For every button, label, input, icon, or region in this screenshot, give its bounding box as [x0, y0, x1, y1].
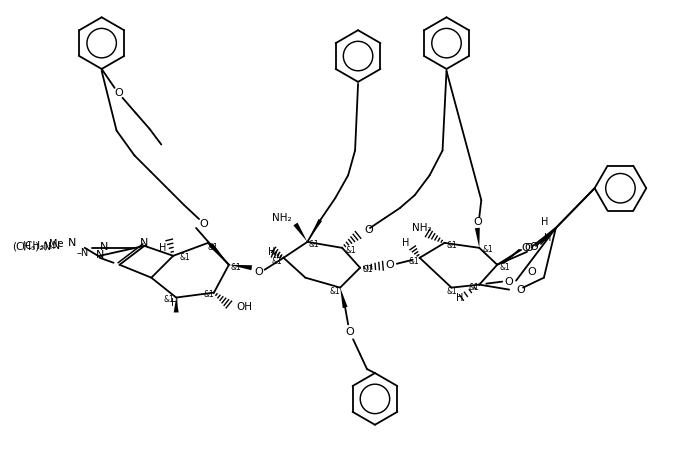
Text: H: H: [171, 298, 178, 308]
Text: H: H: [403, 238, 410, 248]
Text: &1: &1: [309, 240, 319, 249]
Text: &1: &1: [231, 263, 241, 272]
Polygon shape: [294, 223, 307, 242]
Text: NH₂: NH₂: [272, 213, 292, 223]
Text: O: O: [528, 267, 536, 277]
Text: O: O: [516, 285, 525, 295]
Text: &1: &1: [272, 257, 283, 266]
Text: N: N: [99, 242, 108, 252]
Text: O: O: [364, 225, 372, 235]
Text: &1: &1: [362, 265, 372, 274]
Polygon shape: [174, 298, 178, 313]
Text: O: O: [200, 219, 209, 229]
Text: O: O: [521, 243, 530, 253]
Text: O: O: [473, 217, 482, 227]
Text: H: H: [456, 293, 463, 303]
Text: O: O: [525, 243, 534, 253]
Text: &1: &1: [163, 295, 174, 304]
Text: H: H: [545, 233, 552, 243]
Polygon shape: [229, 265, 252, 270]
Polygon shape: [340, 288, 348, 308]
Text: O: O: [346, 327, 355, 337]
Text: (CH₃)₂N–: (CH₃)₂N–: [12, 242, 57, 252]
Text: O: O: [255, 267, 263, 277]
Text: &1: &1: [469, 283, 480, 292]
Text: &1: &1: [482, 245, 493, 254]
Polygon shape: [475, 228, 480, 248]
Text: &1: &1: [203, 290, 214, 299]
Text: Me: Me: [49, 239, 64, 249]
Polygon shape: [209, 243, 229, 265]
Text: &1: &1: [208, 243, 219, 252]
Text: &1: &1: [499, 263, 510, 272]
Text: N: N: [68, 238, 76, 248]
Text: &1: &1: [447, 242, 458, 251]
Text: &1: &1: [179, 253, 190, 262]
Text: N: N: [95, 250, 104, 260]
Polygon shape: [307, 219, 322, 242]
Text: –N: –N: [77, 248, 89, 258]
Text: O: O: [530, 242, 539, 252]
Text: &1: &1: [345, 247, 356, 255]
Text: O: O: [114, 88, 123, 98]
Text: NH₂: NH₂: [412, 223, 431, 233]
Text: (CH₃)₂N: (CH₃)₂N: [21, 241, 60, 251]
Text: &1: &1: [329, 287, 340, 296]
Text: H: H: [541, 217, 549, 227]
Text: H: H: [268, 247, 276, 257]
Text: N: N: [140, 238, 149, 248]
Text: &1: &1: [446, 287, 457, 296]
Text: O: O: [386, 260, 394, 270]
Text: &1: &1: [409, 257, 420, 266]
Text: H: H: [159, 243, 166, 253]
Text: O: O: [505, 277, 514, 286]
Text: OH: OH: [237, 303, 253, 313]
